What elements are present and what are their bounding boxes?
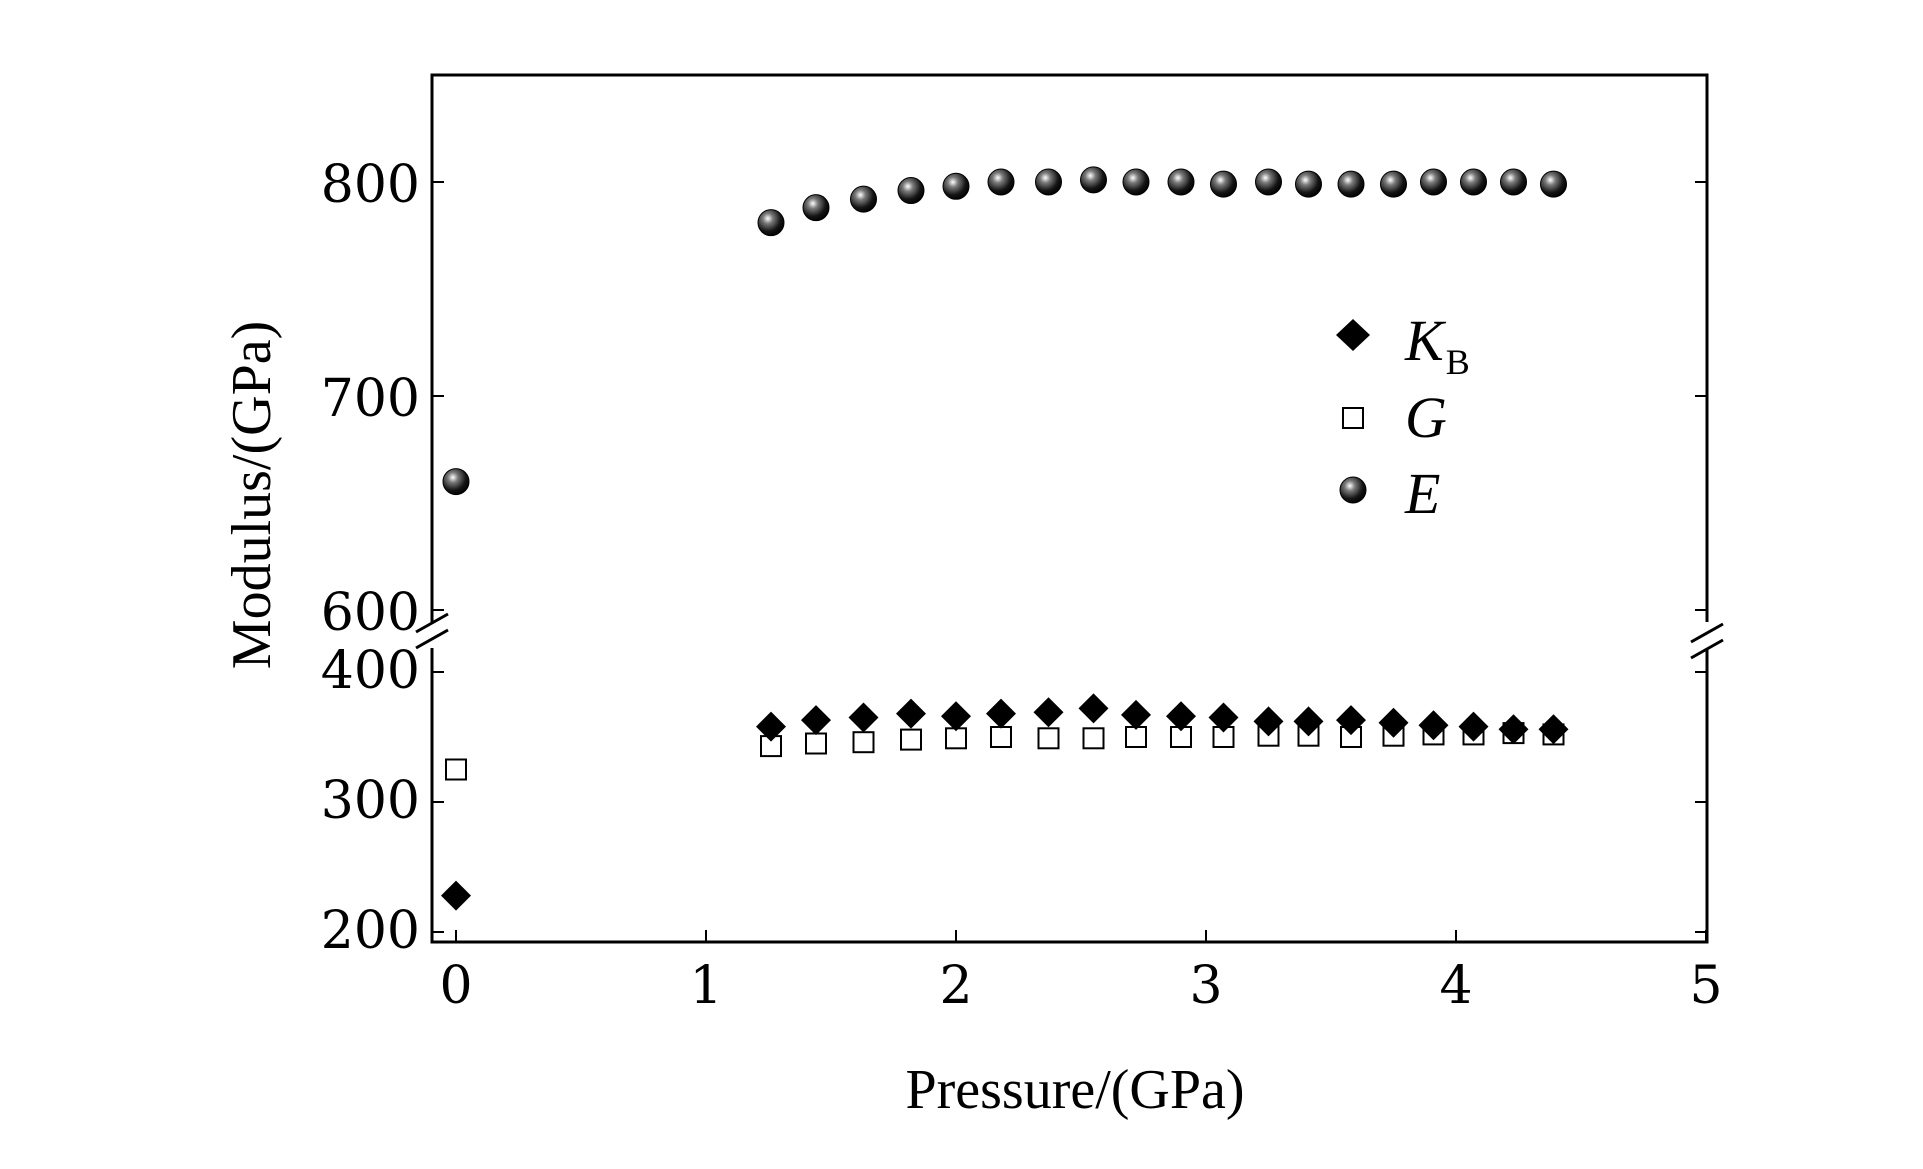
e-data-point (1500, 168, 1527, 196)
x-tick-label: 1 (689, 956, 722, 1016)
data-marks (441, 166, 1569, 911)
e-data-point (802, 194, 830, 222)
e-data-point (1337, 170, 1365, 198)
g-data-point (805, 732, 827, 755)
kb-data-point (1253, 706, 1284, 737)
legend-g-label: G (1405, 385, 1447, 450)
y-tick-label: 400 (321, 641, 420, 701)
x-tick-label: 3 (1189, 956, 1222, 1016)
kb-data-point (1538, 714, 1569, 745)
kb-data-point (1293, 706, 1324, 737)
e-data-point (1540, 170, 1567, 198)
kb-data-point (1078, 693, 1109, 724)
legend: KB G E (1336, 308, 1470, 526)
y-tick-label: 800 (321, 155, 420, 215)
kb-data-point (1458, 711, 1489, 742)
legend-kb-label: KB (1404, 308, 1470, 382)
kb-data-point (1166, 701, 1196, 732)
legend-e-label: E (1404, 461, 1440, 526)
x-tick-label: 0 (439, 956, 472, 1016)
e-data-point (757, 209, 785, 237)
kb-data-point (986, 698, 1016, 729)
kb-data-point (756, 711, 786, 742)
y-tick-label: 200 (321, 901, 420, 961)
g-data-point (945, 727, 967, 750)
kb-data-point (848, 702, 879, 733)
e-data-point (1080, 166, 1107, 194)
e-data-point (850, 185, 877, 213)
e-data-point (1122, 168, 1150, 196)
kb-data-point (1033, 697, 1064, 728)
y-axis-title: Modulus/(GPa) (221, 321, 283, 669)
g-data-point (900, 728, 922, 751)
left-axis-break-marks (415, 612, 449, 650)
y-tick-labels: 800 700 600 400 300 200 (321, 155, 420, 961)
kb-data-point (801, 705, 831, 736)
x-axis-title: Pressure/(GPa) (905, 1059, 1244, 1121)
g-data-point (445, 758, 467, 781)
y-tick-label: 700 (321, 369, 420, 429)
x-tick-labels: 0 1 2 3 4 5 (439, 956, 1722, 1016)
e-data-point (987, 168, 1015, 196)
e-data-point (1420, 168, 1447, 196)
x-tick-label: 2 (939, 956, 972, 1016)
kb-data-point (1498, 714, 1529, 745)
e-data-point (1295, 170, 1322, 198)
e-data-point (1035, 168, 1062, 196)
e-data-point (897, 177, 925, 205)
kb-data-point (1336, 705, 1366, 736)
tick-marks (432, 181, 1707, 942)
e-data-point (1255, 168, 1282, 196)
e-data-point (942, 172, 970, 200)
y-tick-label: 600 (321, 583, 420, 643)
kb-data-point (1121, 699, 1151, 730)
x-tick-label: 4 (1439, 956, 1472, 1016)
kb-data-point (941, 701, 971, 732)
kb-data-point (1378, 707, 1409, 738)
legend-g-marker (1342, 407, 1364, 429)
e-data-point (1167, 168, 1195, 196)
y-tick-label: 300 (321, 771, 420, 831)
g-data-point (852, 731, 875, 754)
legend-e-marker (1339, 476, 1367, 504)
g-data-point (1125, 726, 1147, 748)
e-data-point (1210, 170, 1237, 198)
kb-data-point (1208, 702, 1239, 733)
kb-data-point (1418, 710, 1449, 741)
e-data-point (442, 468, 470, 496)
g-data-point (1082, 727, 1105, 750)
e-data-point (1460, 168, 1487, 196)
right-axis-break-marks (1690, 622, 1724, 660)
kb-data-point (441, 880, 471, 911)
g-data-point (1037, 727, 1060, 750)
g-data-point (990, 726, 1012, 748)
plot-frame (430, 73, 1709, 944)
x-tick-label: 5 (1689, 956, 1722, 1016)
legend-kb-marker (1336, 319, 1370, 351)
e-data-point (1380, 170, 1407, 198)
kb-data-point (896, 698, 926, 729)
